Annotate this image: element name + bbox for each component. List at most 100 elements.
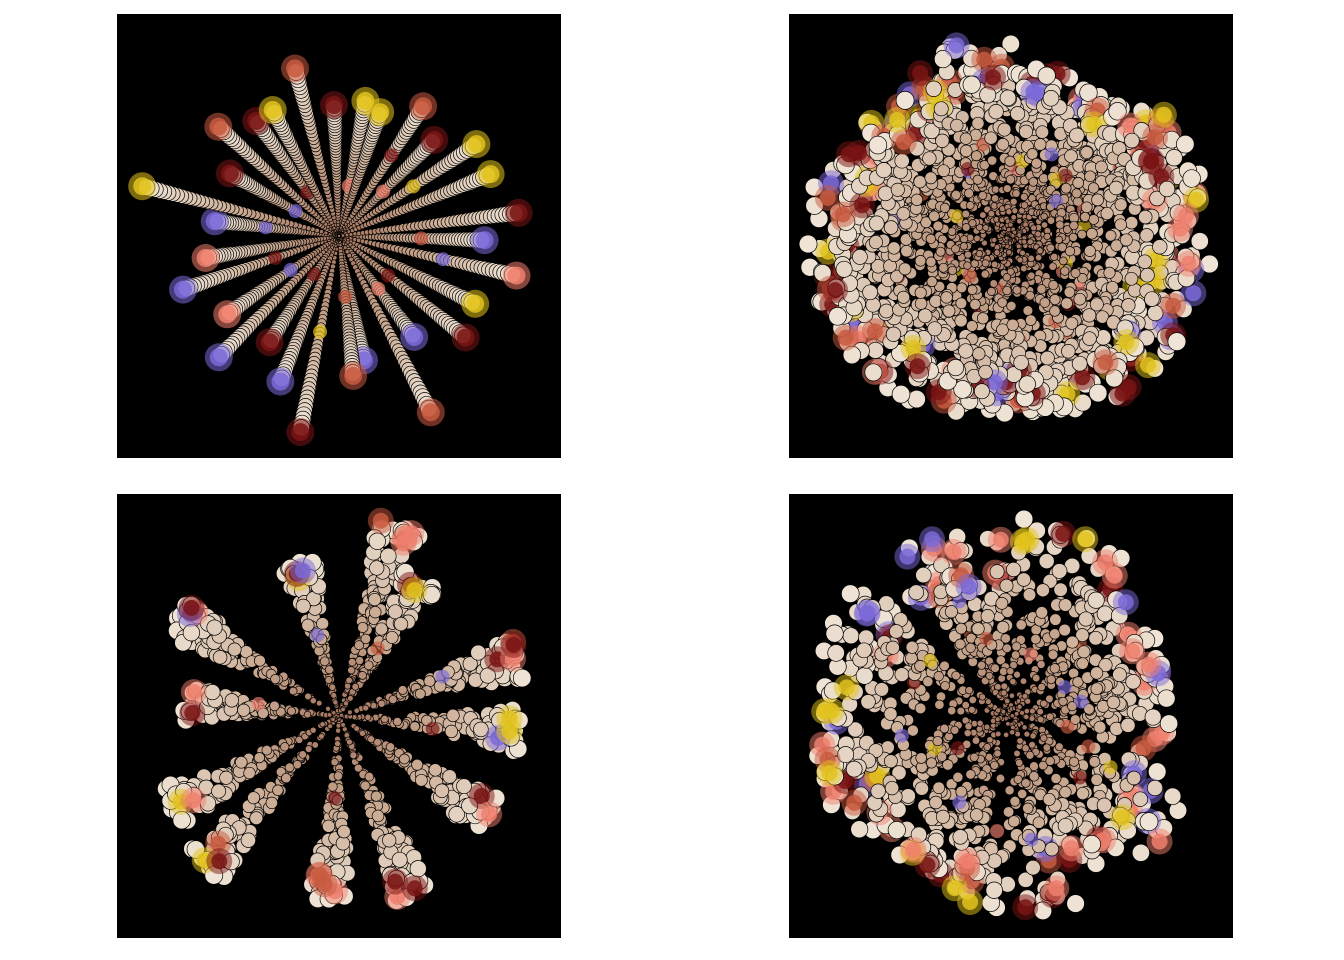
- data-point: [382, 833, 397, 848]
- data-point: [1038, 173, 1049, 184]
- data-point: [385, 630, 399, 644]
- data-point: [852, 249, 868, 265]
- data-point: [1040, 221, 1049, 229]
- data-point: [1124, 271, 1139, 286]
- data-point: [322, 819, 336, 833]
- data-point: [1103, 266, 1116, 279]
- data-point: [260, 333, 279, 352]
- data-point: [415, 773, 428, 787]
- data-point: [989, 279, 998, 288]
- data-point: [988, 104, 1004, 120]
- data-point: [374, 622, 388, 636]
- data-point: [905, 340, 922, 356]
- data-point: [294, 562, 311, 579]
- data-point: [313, 324, 328, 339]
- data-point: [979, 211, 987, 219]
- data-point: [348, 232, 354, 237]
- data-point: [1167, 332, 1187, 351]
- data-point: [387, 873, 404, 890]
- data-point: [1077, 229, 1087, 240]
- data-point: [344, 232, 350, 238]
- data-point: [867, 341, 884, 359]
- data-point: [333, 771, 343, 781]
- data-point: [330, 758, 339, 767]
- data-point: [414, 97, 433, 116]
- data-point: [183, 599, 200, 616]
- data-point: [1068, 232, 1078, 242]
- data-point: [1006, 267, 1015, 276]
- data-point: [923, 122, 940, 140]
- data-point: [963, 269, 977, 283]
- data-point: [1180, 255, 1197, 272]
- data-point: [268, 250, 283, 265]
- data-point: [879, 303, 894, 319]
- data-point: [959, 144, 973, 158]
- data-point: [894, 153, 910, 169]
- data-point: [1084, 170, 1096, 183]
- data-point: [287, 706, 296, 716]
- data-point: [271, 372, 290, 391]
- data-point: [1020, 192, 1029, 201]
- data-point: [354, 640, 364, 651]
- data-point: [1121, 298, 1136, 313]
- data-point: [237, 703, 251, 717]
- data-point: [889, 112, 906, 128]
- data-point: [913, 175, 927, 189]
- data-point: [939, 202, 950, 213]
- data-point: [376, 184, 390, 199]
- data-point: [304, 692, 312, 701]
- data-point: [444, 724, 459, 739]
- data-point: [1082, 308, 1097, 323]
- data-point: [890, 269, 904, 284]
- data-point: [393, 616, 409, 632]
- data-point: [1140, 267, 1155, 283]
- data-point: [406, 179, 421, 194]
- data-point: [935, 246, 946, 257]
- data-point: [373, 738, 382, 747]
- data-point: [1004, 155, 1016, 167]
- data-point: [854, 197, 871, 214]
- data-point: [1060, 182, 1072, 194]
- data-point: [898, 262, 912, 276]
- data-point: [212, 650, 228, 665]
- data-point: [1086, 116, 1103, 133]
- data-point: [340, 706, 346, 713]
- data-point: [965, 201, 975, 210]
- data-point: [875, 162, 892, 179]
- data-point: [924, 171, 938, 185]
- data-point: [885, 326, 902, 342]
- data-point: [1016, 218, 1023, 225]
- data-point: [325, 96, 343, 114]
- data-point: [1061, 344, 1076, 359]
- data-point: [1006, 300, 1017, 312]
- data-point: [922, 151, 937, 166]
- data-point: [381, 268, 396, 283]
- data-point: [1148, 251, 1164, 268]
- data-point: [947, 265, 958, 276]
- data-point: [442, 769, 457, 784]
- data-point: [387, 604, 403, 620]
- data-point: [925, 80, 942, 97]
- data-point: [890, 182, 905, 197]
- data-point: [309, 697, 317, 705]
- data-point: [481, 806, 498, 823]
- data-point: [925, 233, 936, 245]
- data-point: [972, 347, 986, 361]
- data-point: [318, 733, 325, 740]
- data-point: [1165, 149, 1183, 167]
- data-point: [368, 592, 382, 607]
- data-point: [932, 220, 944, 232]
- data-point: [976, 312, 990, 325]
- data-point: [914, 255, 927, 267]
- data-point: [263, 101, 282, 119]
- data-point: [1100, 206, 1114, 221]
- data-point: [835, 260, 853, 278]
- data-point: [327, 781, 338, 792]
- data-point: [991, 185, 1000, 194]
- data-point: [1034, 230, 1042, 238]
- data-point: [953, 380, 972, 399]
- data-point: [987, 210, 996, 218]
- data-point: [467, 135, 486, 154]
- data-point: [1064, 149, 1078, 164]
- data-point: [211, 783, 227, 799]
